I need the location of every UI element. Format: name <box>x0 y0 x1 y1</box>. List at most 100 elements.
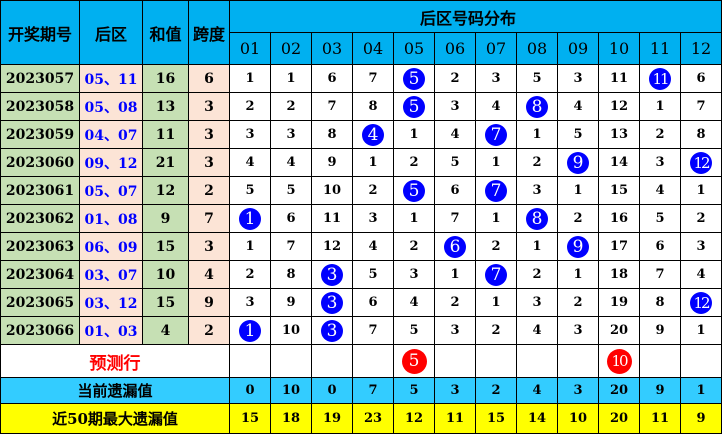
hit-ball: 7 <box>485 123 507 146</box>
predict-cell: 10 <box>598 344 640 378</box>
header-distribution: 后区号码分布 <box>229 0 722 33</box>
max-omission-row: 近50期最大遗漏值 15 18 19 23 12 11 15 14 10 20 11 9 <box>0 403 722 434</box>
distribution-cell: 3 <box>352 204 394 233</box>
distribution-cell: 10 <box>311 176 353 205</box>
max-omission-value: 14 <box>516 403 558 434</box>
distribution-cell: 7 <box>434 204 476 233</box>
back-zone-cell: 03、07 <box>79 260 143 289</box>
distribution-cell: 1 <box>680 316 722 345</box>
table-row: 2023062 01、08 9 7 1 6 11 3 1 7 1 8 2 16 5 2 <box>0 204 722 233</box>
predict-cell <box>516 344 558 378</box>
distribution-cell: 6 <box>270 204 312 233</box>
number-header-02: 02 <box>270 32 312 65</box>
distribution-cell: 4 <box>516 316 558 345</box>
issue-cell: 2023062 <box>0 204 80 233</box>
distribution-cell: 2 <box>434 64 476 93</box>
sum-cell: 16 <box>142 64 189 93</box>
current-omission-row: 当前遗漏值 0 10 0 7 5 3 2 4 3 20 9 1 <box>0 377 722 404</box>
span-cell: 4 <box>188 260 230 289</box>
sum-cell: 10 <box>142 260 189 289</box>
back-zone-cell: 09、12 <box>79 148 143 177</box>
distribution-cell: 6 <box>434 176 476 205</box>
max-omission-value: 12 <box>393 403 435 434</box>
distribution-cell: 7 <box>475 176 517 205</box>
hit-ball: 8 <box>526 95 548 118</box>
distribution-cell: 14 <box>598 148 640 177</box>
issue-cell: 2023064 <box>0 260 80 289</box>
distribution-cell: 6 <box>434 232 476 261</box>
span-cell: 2 <box>188 176 230 205</box>
back-zone-cell: 06、09 <box>79 232 143 261</box>
distribution-cell: 3 <box>311 260 353 289</box>
hit-ball: 7 <box>485 179 507 202</box>
distribution-cell: 1 <box>475 204 517 233</box>
table-row: 2023057 05、11 16 6 1 1 6 7 5 2 3 5 3 11 11 6 <box>0 64 722 93</box>
distribution-cell: 11 <box>598 64 640 93</box>
distribution-cell: 5 <box>229 176 271 205</box>
current-omission-value: 0 <box>311 377 353 404</box>
back-zone-cell: 03、12 <box>79 288 143 317</box>
distribution-cell: 3 <box>475 64 517 93</box>
sum-cell: 21 <box>142 148 189 177</box>
predict-cell <box>434 344 476 378</box>
distribution-cell: 13 <box>598 120 640 149</box>
distribution-cell: 5 <box>393 316 435 345</box>
distribution-cell: 1 <box>639 92 681 121</box>
span-cell: 9 <box>188 288 230 317</box>
distribution-cell: 7 <box>311 92 353 121</box>
distribution-cell: 2 <box>270 92 312 121</box>
header-issue: 开奖期号 <box>0 0 80 65</box>
issue-cell: 2023065 <box>0 288 80 317</box>
max-omission-value: 18 <box>270 403 312 434</box>
max-omission-value: 9 <box>680 403 722 434</box>
distribution-cell: 2 <box>434 288 476 317</box>
back-zone-cell: 05、08 <box>79 92 143 121</box>
span-cell: 2 <box>188 316 230 345</box>
distribution-cell: 7 <box>639 260 681 289</box>
distribution-cell: 1 <box>270 64 312 93</box>
max-omission-value: 11 <box>639 403 681 434</box>
distribution-cell: 3 <box>434 316 476 345</box>
table-row: 2023059 04、07 11 3 3 3 8 4 1 4 7 1 5 13 2 8 <box>0 120 722 149</box>
predict-cell <box>475 344 517 378</box>
max-omission-value: 11 <box>434 403 476 434</box>
current-omission-value: 5 <box>393 377 435 404</box>
max-omission-value: 15 <box>229 403 271 434</box>
distribution-cell: 8 <box>311 120 353 149</box>
hit-ball: 6 <box>444 235 466 258</box>
distribution-cell: 2 <box>229 92 271 121</box>
back-zone-cell: 01、03 <box>79 316 143 345</box>
distribution-cell: 9 <box>311 148 353 177</box>
distribution-cell: 7 <box>352 316 394 345</box>
distribution-cell: 1 <box>393 204 435 233</box>
current-omission-value: 9 <box>639 377 681 404</box>
predict-cell <box>557 344 599 378</box>
sum-cell: 15 <box>142 288 189 317</box>
distribution-cell: 5 <box>393 92 435 121</box>
distribution-cell: 5 <box>434 148 476 177</box>
distribution-cell: 3 <box>229 288 271 317</box>
distribution-cell: 18 <box>598 260 640 289</box>
predict-label: 预测行 <box>0 344 230 378</box>
distribution-cell: 2 <box>516 148 558 177</box>
hit-ball: 9 <box>567 235 589 258</box>
span-cell: 3 <box>188 92 230 121</box>
distribution-cell: 20 <box>598 316 640 345</box>
sum-cell: 11 <box>142 120 189 149</box>
hit-ball: 5 <box>403 95 425 118</box>
distribution-cell: 12 <box>598 92 640 121</box>
span-cell: 7 <box>188 204 230 233</box>
header-sum: 和值 <box>142 0 189 65</box>
back-zone-cell: 05、11 <box>79 64 143 93</box>
span-cell: 3 <box>188 148 230 177</box>
distribution-cell: 1 <box>434 260 476 289</box>
number-header-06: 06 <box>434 32 476 65</box>
predict-cell: 5 <box>393 344 435 378</box>
hit-ball: 5 <box>403 67 425 90</box>
distribution-cell: 5 <box>270 176 312 205</box>
distribution-cell: 1 <box>475 148 517 177</box>
distribution-cell: 1 <box>229 316 271 345</box>
predict-ball: 10 <box>606 348 632 374</box>
distribution-cell: 12 <box>311 232 353 261</box>
